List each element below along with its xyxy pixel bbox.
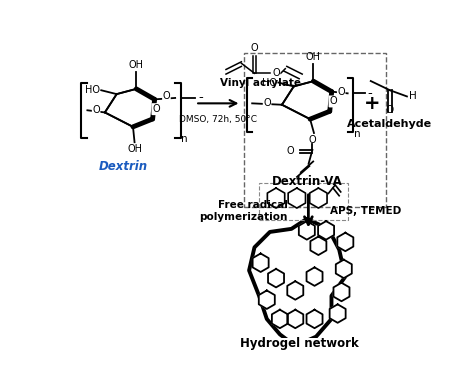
Text: O: O: [286, 146, 294, 157]
Polygon shape: [268, 269, 284, 287]
Text: O: O: [386, 105, 394, 115]
Polygon shape: [295, 348, 311, 367]
Text: OH: OH: [306, 52, 321, 62]
Polygon shape: [307, 310, 322, 328]
Polygon shape: [276, 348, 292, 367]
Text: OH: OH: [127, 144, 142, 154]
Polygon shape: [259, 290, 275, 309]
Polygon shape: [253, 253, 269, 272]
Text: -: -: [198, 92, 203, 105]
Polygon shape: [267, 188, 285, 208]
Polygon shape: [310, 188, 327, 208]
Polygon shape: [314, 348, 330, 367]
Polygon shape: [329, 304, 346, 323]
Polygon shape: [336, 260, 352, 278]
Text: H: H: [409, 92, 417, 101]
Text: -: -: [367, 87, 372, 100]
Text: O: O: [272, 68, 280, 78]
Polygon shape: [288, 188, 306, 208]
Text: O: O: [337, 87, 345, 97]
Text: n: n: [181, 134, 188, 144]
Text: DMSO, 72h, 50°C: DMSO, 72h, 50°C: [179, 115, 257, 124]
Text: O: O: [263, 98, 271, 108]
Text: HO: HO: [262, 78, 277, 87]
Polygon shape: [318, 221, 334, 240]
Text: O: O: [309, 135, 316, 145]
Polygon shape: [307, 268, 322, 286]
Polygon shape: [272, 310, 288, 328]
Text: Acetaldehyde: Acetaldehyde: [347, 119, 433, 129]
Text: O: O: [251, 43, 258, 52]
Text: O: O: [153, 104, 160, 114]
Polygon shape: [334, 283, 349, 301]
Text: Dextrin: Dextrin: [99, 160, 148, 173]
Text: n: n: [354, 129, 360, 139]
Text: Dextrin-VA: Dextrin-VA: [272, 175, 342, 188]
Text: OH: OH: [129, 60, 144, 70]
Text: O: O: [163, 92, 170, 101]
Polygon shape: [310, 237, 327, 255]
Text: O: O: [329, 97, 337, 106]
Text: Free radical
polymerization: Free radical polymerization: [199, 200, 288, 222]
Text: Vinyl acrylate: Vinyl acrylate: [220, 78, 301, 88]
Polygon shape: [337, 233, 353, 251]
Polygon shape: [299, 221, 315, 240]
Text: +: +: [364, 94, 381, 113]
Polygon shape: [287, 310, 303, 328]
Text: Hydrogel network: Hydrogel network: [240, 337, 358, 350]
Polygon shape: [287, 281, 303, 300]
Text: APS, TEMED: APS, TEMED: [330, 206, 401, 216]
Text: HO: HO: [85, 85, 100, 95]
Text: O: O: [92, 105, 100, 115]
